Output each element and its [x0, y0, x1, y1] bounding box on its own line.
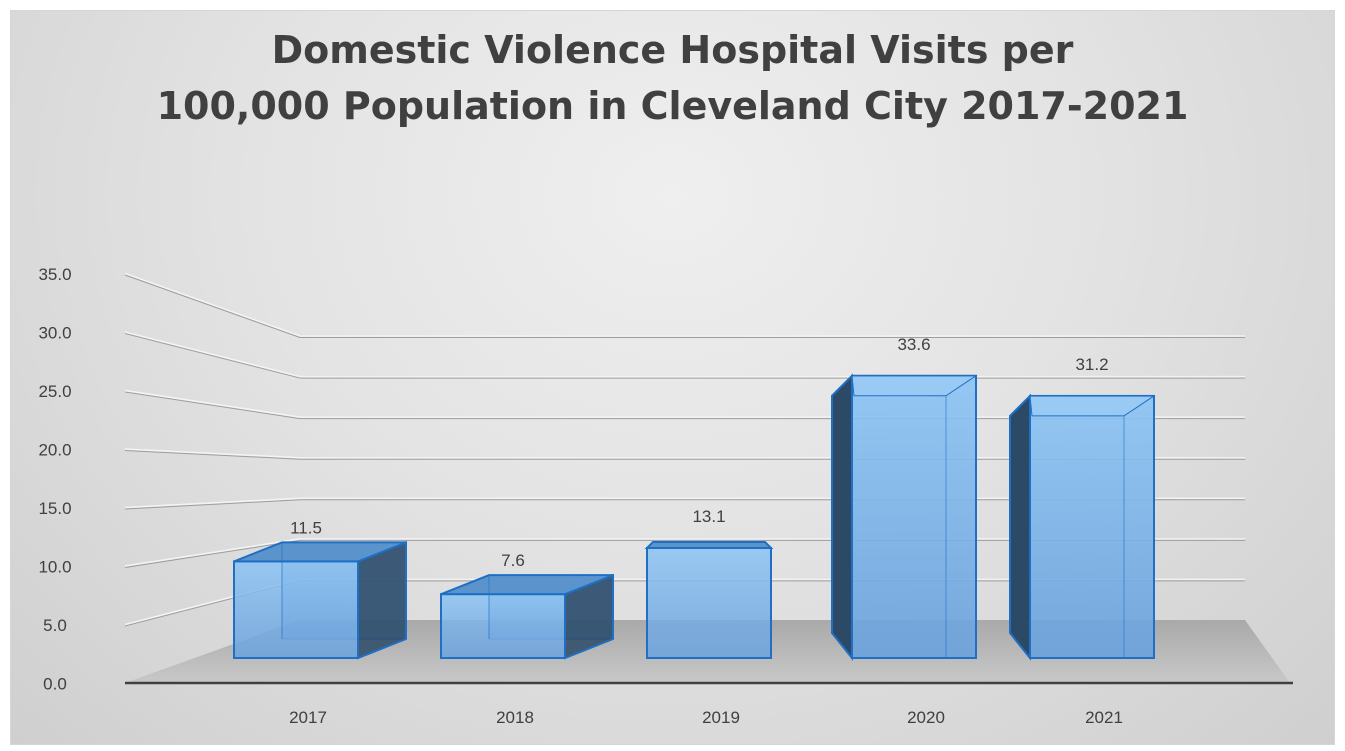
data-label-2020: 33.6	[897, 335, 930, 354]
x-tick-label: 2021	[1085, 708, 1123, 727]
y-tick-label: 0.0	[43, 674, 67, 693]
bar-front-face	[1029, 394, 1155, 659]
bar-side-face	[831, 373, 853, 661]
chart-title-line-1: Domestic Violence Hospital Visits per	[271, 28, 1074, 72]
data-label-2021: 31.2	[1075, 355, 1108, 374]
bar-2021	[1009, 393, 1156, 661]
bar-side-face	[357, 540, 407, 660]
gridline-diagonal	[124, 497, 301, 509]
gridline-diagonal	[124, 331, 301, 378]
data-label-2019: 13.1	[692, 507, 725, 526]
x-tick-label: 2018	[496, 708, 534, 727]
bar-front-face	[851, 374, 977, 659]
y-tick-label: 15.0	[38, 499, 71, 518]
bar-2018	[440, 573, 614, 660]
bar-side-face	[1009, 393, 1031, 661]
y-tick-label: 20.0	[38, 440, 71, 459]
bar-front-face	[646, 546, 772, 660]
gridline-diagonal-shadow	[124, 499, 301, 510]
bar-front-face	[440, 593, 566, 659]
gridline-diagonal-shadow	[124, 333, 301, 379]
chart-title: Domestic Violence Hospital Visits per 10…	[0, 22, 1345, 134]
data-label-2018: 7.6	[501, 551, 525, 570]
x-tick-label: 2017	[289, 708, 327, 727]
y-tick-label: 10.0	[38, 557, 71, 576]
bar-2020	[831, 373, 978, 661]
gridline-diagonal-shadow	[124, 450, 301, 460]
gridline-diagonal-shadow	[124, 539, 301, 568]
bar-2017	[233, 540, 407, 660]
bar-top-face	[644, 540, 774, 549]
gridline-diagonal	[124, 272, 301, 337]
bar-2019	[644, 540, 774, 660]
gridline-diagonal	[124, 448, 301, 459]
x-tick-label: 2019	[702, 708, 740, 727]
chart-title-line-2: 100,000 Population in Cleveland City 201…	[156, 84, 1189, 128]
gridline-diagonal	[124, 538, 301, 567]
data-label-2017: 11.5	[290, 518, 322, 537]
gridline-diagonal-shadow	[124, 391, 301, 420]
y-tick-label: 5.0	[43, 616, 67, 635]
x-tick-label: 2020	[907, 708, 945, 727]
y-tick-label: 30.0	[38, 323, 71, 342]
bar-top-face	[233, 541, 407, 563]
gridline-diagonal-shadow	[124, 274, 301, 338]
gridline-diagonal	[124, 389, 301, 418]
bar-front-face	[233, 560, 359, 660]
y-tick-label: 35.0	[38, 265, 71, 284]
bar-top-face	[440, 574, 614, 596]
y-tick-label: 25.0	[38, 382, 71, 401]
